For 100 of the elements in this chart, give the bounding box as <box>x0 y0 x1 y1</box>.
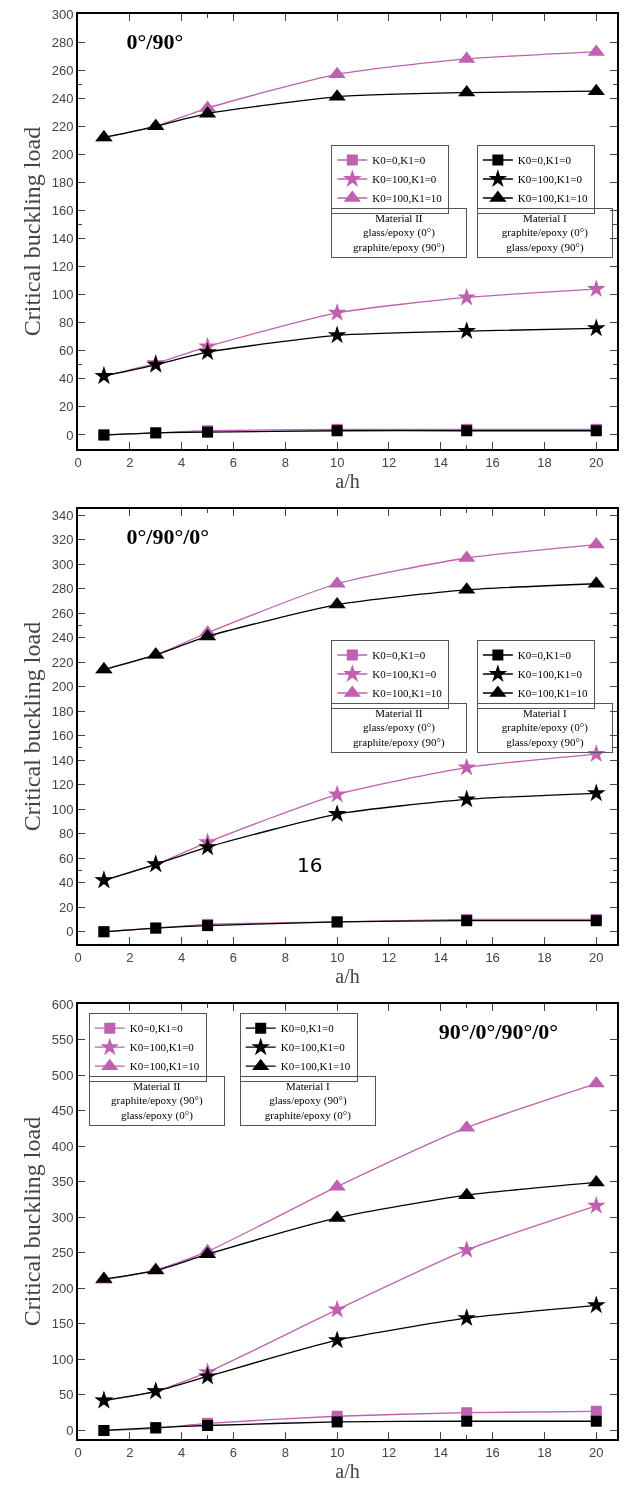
y-tick-label: 0 <box>66 924 74 940</box>
legend-label: K0=100,K1=10 <box>372 192 443 205</box>
legend-label: K0=100,K1=0 <box>517 668 583 681</box>
y-tick-label: 220 <box>51 654 74 670</box>
x-axis-title: a/h <box>335 469 360 492</box>
legend-label: K0=0,K1=0 <box>372 154 426 167</box>
x-tick-label: 2 <box>126 1444 134 1460</box>
y-tick-label: 0 <box>66 427 74 443</box>
y-tick-label: 60 <box>58 850 74 866</box>
legend-label: K0=0,K1=0 <box>280 1022 335 1035</box>
x-tick-label: 4 <box>178 949 186 965</box>
y-tick-label: 180 <box>51 703 74 719</box>
x-tick-label: 8 <box>281 949 289 965</box>
x-tick-label: 16 <box>485 949 500 965</box>
x-tick-label: 14 <box>433 1444 449 1460</box>
y-tick-label: 300 <box>51 6 74 22</box>
y-tick-label: 220 <box>51 118 74 134</box>
legend-label: K0=100,K1=10 <box>372 687 443 700</box>
y-tick-label: 150 <box>51 1316 74 1332</box>
x-tick-label: 20 <box>589 1444 604 1460</box>
x-axis-title: a/h <box>335 964 360 987</box>
x-tick-label: 12 <box>381 949 397 965</box>
text: 0°/90°/0° <box>126 523 210 549</box>
y-tick-label: 180 <box>51 174 74 190</box>
legend-label: K0=0,K1=0 <box>129 1022 184 1035</box>
annotation: Material I graphite/epoxy (0°) glass/epoxy (90°) <box>501 707 589 749</box>
x-tick-label: 10 <box>329 949 345 965</box>
legend-label: K0=100,K1=0 <box>372 173 437 186</box>
y-tick-label: 340 <box>51 507 74 523</box>
y-tick-label: 100 <box>51 287 74 303</box>
y-tick-label: 250 <box>51 1245 74 1261</box>
legend-label: K0=0,K1=0 <box>517 154 572 167</box>
annotation: Material I glass/epoxy (90°) graphite/epoxy (0°) <box>264 1080 352 1122</box>
y-tick-label: 140 <box>51 231 74 247</box>
x-tick-label: 8 <box>281 454 289 470</box>
y-tick-label: 260 <box>51 62 74 78</box>
y-tick-label: 160 <box>51 203 74 218</box>
y-tick-label: 80 <box>58 826 74 842</box>
y-tick-label: 120 <box>51 259 74 275</box>
legend-label: K0=100,K1=0 <box>517 173 583 186</box>
y-tick-label: 40 <box>58 875 74 891</box>
y-tick-label: 550 <box>51 1032 74 1048</box>
y-tick-label: 320 <box>51 532 74 548</box>
y-tick-label: 140 <box>51 752 74 768</box>
y-tick-label: 280 <box>51 34 74 50</box>
x-tick-label: 14 <box>433 454 449 470</box>
annotation: Material II glass/epoxy (0°) graphite/epoxy (90°) <box>353 707 445 749</box>
x-tick-label: 18 <box>537 949 552 965</box>
x-tick-label: 12 <box>381 454 397 470</box>
y-tick-label: 280 <box>51 581 74 597</box>
y-tick-label: 0 <box>66 1423 74 1439</box>
y-tick-label: 100 <box>51 1351 74 1367</box>
x-tick-label: 4 <box>178 454 186 470</box>
x-tick-label: 16 <box>485 454 500 470</box>
x-tick-label: 4 <box>178 1444 186 1460</box>
y-tick-label: 20 <box>58 899 74 915</box>
x-tick-label: 10 <box>329 1444 345 1460</box>
y-axis-title: Critical buckling load <box>19 1116 46 1327</box>
legend-label: K0=100,K1=10 <box>517 192 588 205</box>
y-tick-label: 240 <box>51 90 74 106</box>
y-tick-label: 350 <box>51 1174 74 1190</box>
annotation: Material I graphite/epoxy (0°) glass/epoxy (90°) <box>501 212 589 254</box>
legend-label: K0=100,K1=0 <box>129 1041 195 1054</box>
legend-label: K0=100,K1=0 <box>280 1041 346 1054</box>
y-tick-label: 260 <box>51 605 74 621</box>
annotation: 16 <box>297 853 323 877</box>
y-tick-label: 120 <box>51 777 74 793</box>
x-tick-label: 2 <box>126 454 134 470</box>
y-tick-label: 80 <box>58 315 74 331</box>
x-tick-label: 6 <box>229 949 238 965</box>
y-tick-label: 500 <box>51 1067 74 1083</box>
y-tick-label: 40 <box>58 371 74 387</box>
x-tick-label: 14 <box>433 949 449 965</box>
y-tick-label: 160 <box>51 728 74 744</box>
y-tick-label: 200 <box>51 679 74 695</box>
x-tick-label: 6 <box>229 1444 238 1460</box>
legend-label: K0=0,K1=0 <box>517 649 572 662</box>
y-tick-label: 20 <box>58 399 74 415</box>
y-tick-label: 50 <box>58 1387 74 1403</box>
x-tick-label: 12 <box>381 1444 397 1460</box>
y-tick-label: 300 <box>51 556 74 572</box>
x-tick-label: 8 <box>281 1444 289 1460</box>
y-tick-label: 600 <box>51 996 74 1012</box>
y-tick-label: 200 <box>51 1280 74 1296</box>
y-tick-label: 60 <box>58 343 74 359</box>
x-tick-label: 10 <box>329 454 345 470</box>
x-tick-label: 20 <box>589 949 604 965</box>
y-tick-label: 400 <box>51 1138 74 1154</box>
x-tick-label: 18 <box>537 454 552 470</box>
y-tick-label: 450 <box>51 1103 74 1119</box>
x-tick-label: 2 <box>126 949 134 965</box>
legend-label: K0=100,K1=0 <box>372 668 437 681</box>
legend-label: K0=100,K1=10 <box>517 687 588 700</box>
y-tick-label: 300 <box>51 1209 74 1225</box>
y-tick-label: 200 <box>51 146 74 162</box>
x-tick-label: 16 <box>485 1444 500 1460</box>
x-tick-label: 20 <box>589 454 604 470</box>
x-tick-label: 6 <box>229 454 238 470</box>
x-tick-label: 18 <box>537 1444 552 1460</box>
legend-label: K0=100,K1=10 <box>280 1060 351 1073</box>
